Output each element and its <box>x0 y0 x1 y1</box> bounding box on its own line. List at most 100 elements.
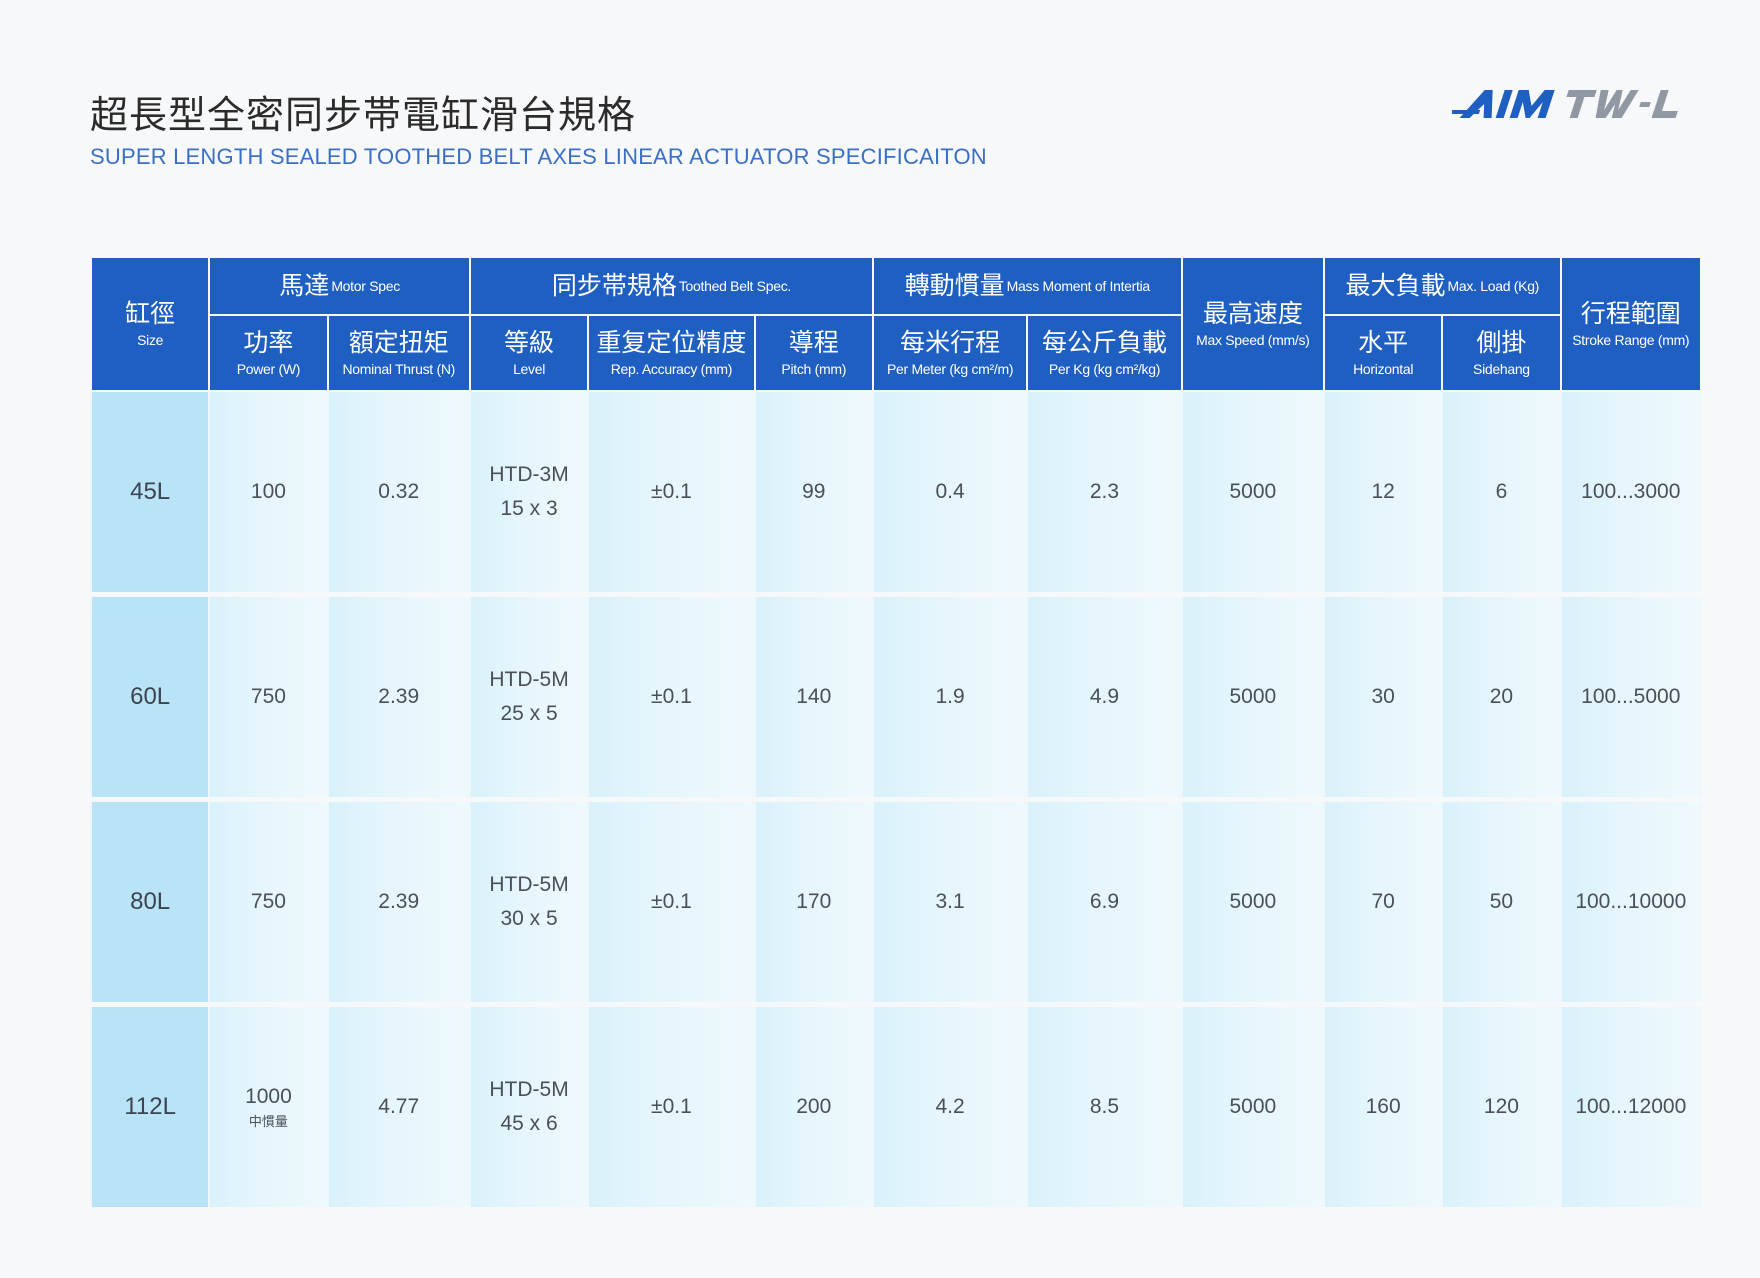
cell-stroke: 100...10000 <box>1559 799 1703 1007</box>
cell-power: 100 <box>208 391 329 597</box>
header-motor: 馬達 Motor Spec <box>208 256 471 316</box>
cell-power: 750 <box>208 594 329 802</box>
table-row: 45L 100 0.32 HTD-3M 15 x 3 ±0.1 99 0.4 2.… <box>89 391 1703 597</box>
brand-logo-mark <box>1452 90 1678 118</box>
cell-per-kg: 8.5 <box>1026 1004 1183 1212</box>
power-value: 750 <box>250 890 286 913</box>
cell-per-meter: 1.9 <box>871 594 1029 802</box>
subheader-level: 等級 Level <box>468 314 590 392</box>
subheader-power-cn: 功率 <box>243 327 294 357</box>
table-row: 80L 750 2.39 HTD-5M 30 x 5 ±0.1 170 3.1 6… <box>89 799 1703 1007</box>
cell-horizontal: 30 <box>1322 594 1444 802</box>
cell-level: HTD-5M 25 x 5 <box>468 594 590 802</box>
belt-type: HTD-3M <box>489 463 569 486</box>
belt-type: HTD-5M <box>489 873 569 896</box>
subheader-per-kg: 每公斤負載 Per Kg (kg cm²/kg) <box>1026 314 1183 392</box>
header-inertia: 轉動慣量 Mass Moment of Intertia <box>871 256 1183 316</box>
header-stroke-en: Stroke Range (mm) <box>1572 332 1690 349</box>
cell-per-meter: 4.2 <box>871 1004 1029 1212</box>
table-row: 60L 750 2.39 HTD-5M 25 x 5 ±0.1 140 1.9 4… <box>89 594 1703 802</box>
subheader-level-cn: 等級 <box>504 327 555 357</box>
cell-size: 45L <box>89 391 211 597</box>
header-load-cn: 最大負載 <box>1345 270 1446 300</box>
subheader-thrust-en: Nominal Thrust (N) <box>342 361 456 378</box>
header-speed: 最高速度 Max Speed (mm/s) <box>1180 256 1326 392</box>
subheader-per-meter-en: Per Meter (kg cm²/m) <box>886 361 1014 378</box>
cell-stroke: 100...5000 <box>1559 594 1703 802</box>
header-stroke: 行程範圍 Stroke Range (mm) <box>1559 256 1703 392</box>
cell-per-kg: 4.9 <box>1026 594 1183 802</box>
belt-dimension: 15 x 3 <box>500 497 558 520</box>
cell-speed: 5000 <box>1180 391 1326 597</box>
cell-size: 60L <box>89 594 211 802</box>
cell-thrust: 4.77 <box>326 1004 471 1212</box>
cell-stroke: 100...3000 <box>1559 391 1703 597</box>
belt-dimension: 30 x 5 <box>500 907 558 930</box>
cell-speed: 5000 <box>1180 594 1326 802</box>
subheader-thrust: 額定扭矩 Nominal Thrust (N) <box>326 314 471 392</box>
cell-level: HTD-3M 15 x 3 <box>468 391 590 597</box>
subheader-thrust-cn: 額定扭矩 <box>348 327 449 357</box>
cell-power: 1000 中慣量 <box>208 1004 329 1212</box>
subheader-power: 功率 Power (W) <box>208 314 329 392</box>
subheader-horizontal: 水平 Horizontal <box>1322 314 1444 392</box>
brand-logo <box>1452 86 1700 122</box>
cell-speed: 5000 <box>1180 799 1326 1007</box>
cell-accuracy: ±0.1 <box>587 594 756 802</box>
subheader-pitch-en: Pitch (mm) <box>781 361 847 378</box>
belt-type: HTD-5M <box>489 668 569 691</box>
header-stroke-cn: 行程範圍 <box>1580 298 1681 328</box>
subheader-accuracy-en: Rep. Accuracy (mm) <box>610 361 733 378</box>
subheader-pitch-cn: 導程 <box>788 327 839 357</box>
cell-pitch: 99 <box>753 391 874 597</box>
page-subtitle: SUPER LENGTH SEALED TOOTHED BELT AXES LI… <box>90 144 987 169</box>
subheader-sidehang-en: Sidehang <box>1473 361 1530 378</box>
spec-table: 缸徑 Size 馬達 Motor Spec 同步帯規格 Toothed Belt S… <box>89 256 1703 1212</box>
header-belt-en: Toothed Belt Spec. <box>678 277 791 294</box>
power-note: 中慣量 <box>248 1114 288 1130</box>
header-speed-cn: 最高速度 <box>1202 298 1303 328</box>
header-motor-en: Motor Spec <box>331 277 400 294</box>
power-value: 100 <box>250 480 286 503</box>
page-title: 超長型全密同步帯電缸滑台規格 <box>90 93 637 137</box>
cell-accuracy: ±0.1 <box>587 799 756 1007</box>
cell-thrust: 2.39 <box>326 594 471 802</box>
cell-per-kg: 6.9 <box>1026 799 1183 1007</box>
cell-horizontal: 160 <box>1322 1004 1444 1212</box>
header-belt-cn: 同步帯規格 <box>551 270 677 300</box>
header-size: 缸徑 Size <box>89 256 211 392</box>
subheader-per-meter-cn: 每米行程 <box>900 327 1001 357</box>
cell-sidehang: 50 <box>1441 799 1562 1007</box>
cell-pitch: 200 <box>753 1004 874 1212</box>
belt-type: HTD-5M <box>489 1078 569 1101</box>
header-size-en: Size <box>137 332 164 349</box>
cell-per-meter: 3.1 <box>871 799 1029 1007</box>
cell-size: 80L <box>89 799 211 1007</box>
cell-stroke: 100...12000 <box>1559 1004 1703 1212</box>
belt-dimension: 45 x 6 <box>500 1112 558 1135</box>
header-inertia-cn: 轉動慣量 <box>904 270 1005 300</box>
subheader-sidehang-cn: 側掛 <box>1476 327 1527 357</box>
cell-speed: 5000 <box>1180 1004 1326 1212</box>
subheader-horizontal-en: Horizontal <box>1353 361 1414 378</box>
header-load-en: Max. Load (Kg) <box>1447 277 1540 294</box>
cell-pitch: 170 <box>753 799 874 1007</box>
subheader-per-kg-cn: 每公斤負載 <box>1041 327 1167 357</box>
header-load: 最大負載 Max. Load (Kg) <box>1323 256 1562 316</box>
subheader-per-kg-en: Per Kg (kg cm²/kg) <box>1048 361 1161 378</box>
header-belt: 同步帯規格 Toothed Belt Spec. <box>468 256 874 316</box>
subheader-accuracy-cn: 重复定位精度 <box>596 327 747 357</box>
header-speed-en: Max Speed (mm/s) <box>1196 332 1310 349</box>
cell-per-meter: 0.4 <box>871 391 1029 597</box>
cell-thrust: 0.32 <box>326 391 471 597</box>
subheader-per-meter: 每米行程 Per Meter (kg cm²/m) <box>871 314 1029 392</box>
header-inertia-en: Mass Moment of Intertia <box>1006 277 1151 294</box>
cell-accuracy: ±0.1 <box>587 1004 756 1212</box>
subheader-accuracy: 重复定位精度 Rep. Accuracy (mm) <box>587 314 756 392</box>
subheader-pitch: 導程 Pitch (mm) <box>753 314 874 392</box>
cell-thrust: 2.39 <box>326 799 471 1007</box>
cell-per-kg: 2.3 <box>1026 391 1183 597</box>
cell-level: HTD-5M 30 x 5 <box>468 799 590 1007</box>
cell-sidehang: 120 <box>1441 1004 1562 1212</box>
cell-sidehang: 6 <box>1441 391 1562 597</box>
